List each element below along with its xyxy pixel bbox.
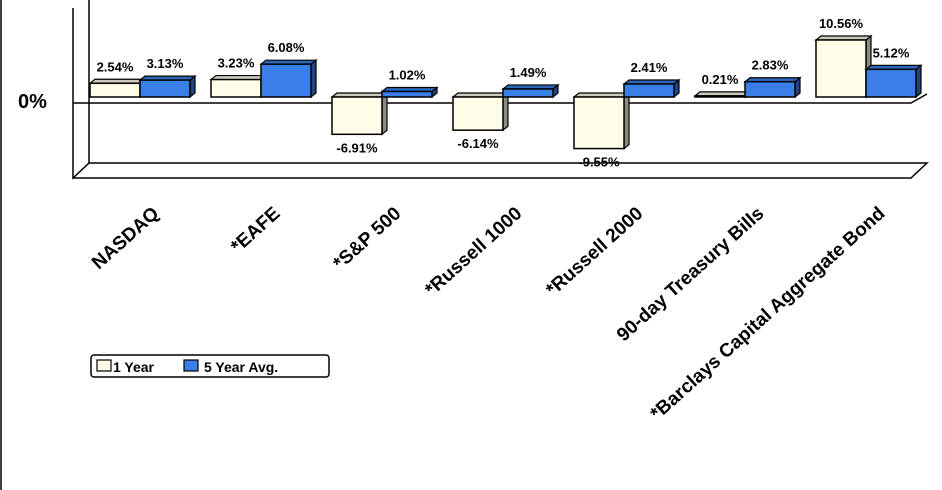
value-label-eafe-5-year-avg: 6.08% — [268, 40, 305, 55]
bar-s-p-500-1-year — [330, 91, 389, 136]
bar-90-day-treasury-bills-1-year — [693, 90, 752, 99]
value-label-90-day-treasury-bills-5-year-avg: 2.83% — [752, 58, 789, 73]
category-label-eafe: *EAFE — [227, 203, 284, 257]
value-label-russell-2000-5-year-avg: 2.41% — [631, 60, 668, 75]
bar-russell-2000-5-year-avg — [622, 78, 681, 99]
y-tick-label-zero: 0% — [18, 91, 47, 113]
value-label-russell-1000-5-year-avg: 1.49% — [510, 65, 547, 80]
bar-barclays-capital-aggregate-bond-5-year-avg-front — [865, 68, 917, 98]
value-label-barclays-capital-aggregate-bond-5-year-avg: 5.12% — [873, 45, 910, 60]
bar-russell-1000-1-year — [451, 91, 510, 132]
bar-russell-2000-1-year-front — [573, 96, 625, 150]
legend: 1 Year 5 Year Avg. — [90, 354, 330, 378]
legend-box — [90, 354, 330, 378]
bar-russell-1000-5-year-avg — [501, 83, 560, 99]
bar-nasdaq-5-year-avg-front — [139, 79, 191, 98]
bar-eafe-1-year — [209, 74, 268, 99]
bar-s-p-500-5-year-avg — [380, 86, 439, 99]
value-label-s-p-500-5-year-avg: 1.02% — [389, 67, 426, 82]
bar-russell-2000-1-year — [572, 91, 631, 150]
bar-barclays-capital-aggregate-bond-5-year-avg — [864, 64, 923, 99]
value-label-russell-2000-1-year: -9.55% — [578, 155, 620, 170]
category-label-russell-2000: *Russell 2000 — [542, 203, 647, 301]
legend-label-5-year: 5 Year Avg. — [204, 359, 278, 375]
value-label-eafe-1-year: 3.23% — [218, 56, 255, 71]
value-label-nasdaq-5-year-avg: 3.13% — [147, 56, 184, 71]
legend-swatch-5-year — [183, 359, 199, 372]
value-label-90-day-treasury-bills-1-year: 0.21% — [702, 72, 739, 87]
legend-swatch-1-year — [96, 359, 112, 372]
bar-russell-1000-1-year-front — [452, 96, 504, 131]
value-label-russell-1000-1-year: -6.14% — [457, 136, 499, 151]
bar-eafe-5-year-avg — [259, 58, 318, 99]
bar-eafe-1-year-front — [210, 78, 262, 98]
bar-s-p-500-5-year-avg-front — [381, 90, 433, 98]
category-label-nasdaq: NASDAQ — [88, 203, 163, 274]
bars-group — [88, 34, 923, 150]
bar-nasdaq-1-year — [88, 78, 147, 99]
bar-nasdaq-5-year-avg — [138, 74, 197, 99]
category-label-russell-1000: *Russell 1000 — [421, 203, 526, 301]
category-labels-group: NASDAQ *EAFE *S&P 500 *Russell 1000 *Russell… — [88, 203, 889, 424]
bar-eafe-5-year-avg-front — [260, 63, 312, 98]
bar-nasdaq-1-year-front — [89, 82, 141, 98]
bar-90-day-treasury-bills-1-year-front — [694, 95, 746, 98]
category-label-barclays-capital-aggregate-bond: *Barclays Capital Aggregate Bond — [647, 203, 890, 424]
bar-barclays-capital-aggregate-bond-1-year — [814, 34, 873, 99]
value-label-nasdaq-1-year: 2.54% — [97, 59, 134, 74]
bar-90-day-treasury-bills-5-year-avg — [743, 76, 802, 99]
value-label-barclays-capital-aggregate-bond-1-year: 10.56% — [819, 16, 864, 31]
bar-russell-1000-5-year-avg-front — [502, 88, 554, 98]
plot-floor — [73, 162, 929, 179]
bar-barclays-capital-aggregate-bond-1-year-front — [815, 39, 867, 98]
value-labels-group: 2.54% 3.13% 3.23% 6.08% -6.91% 1.02% -6.14% 1.4… — [97, 16, 910, 170]
bar-90-day-treasury-bills-5-year-avg-front — [744, 80, 796, 98]
bar-russell-2000-5-year-avg-front — [623, 83, 675, 98]
plot-back-wall-left — [72, 0, 90, 180]
category-label-s-p-500: *S&P 500 — [330, 203, 406, 274]
value-label-s-p-500-1-year: -6.91% — [336, 140, 378, 155]
legend-label-1-year: 1 Year — [113, 359, 155, 375]
bar-s-p-500-1-year-front — [331, 96, 383, 136]
